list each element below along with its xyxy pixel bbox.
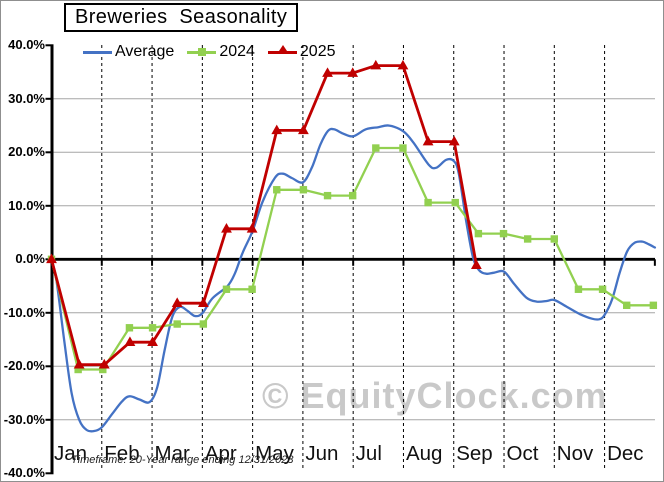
x-tick-label: Jul xyxy=(355,442,382,465)
y-tick-label: 40.0% xyxy=(8,37,45,53)
y-tick-label: -30.0% xyxy=(3,411,45,427)
data-marker-square-2024 xyxy=(399,144,407,152)
data-marker-square-2024 xyxy=(248,285,256,293)
data-marker-square-2024 xyxy=(523,235,532,243)
y-tick-label: 20.0% xyxy=(8,144,45,160)
triangle-marker-swatch-icon xyxy=(267,44,297,54)
legend-label-average: Average xyxy=(115,43,175,60)
data-marker-square-2024 xyxy=(199,320,208,328)
y-tick-label: 10.0% xyxy=(8,197,45,213)
y-tick-label: -20.0% xyxy=(3,358,45,374)
data-marker-square-2024 xyxy=(372,144,380,152)
legend-item-average: Average xyxy=(83,43,174,61)
data-marker-square-2024 xyxy=(623,301,631,310)
data-marker-triangle-2025 xyxy=(271,124,283,135)
legend-item-2025: 2025 xyxy=(267,43,336,61)
data-marker-square-2024 xyxy=(222,285,231,293)
square-marker-swatch-icon xyxy=(187,47,217,56)
data-marker-triangle-2025 xyxy=(147,336,158,347)
y-tick-label: -10.0% xyxy=(3,304,45,320)
data-marker-square-2024 xyxy=(348,191,357,200)
x-tick-label: Nov xyxy=(556,442,594,465)
data-marker-triangle-2025 xyxy=(73,358,85,369)
data-marker-square-2024 xyxy=(598,285,607,293)
data-marker-square-2024 xyxy=(474,229,483,238)
data-marker-square-2024 xyxy=(574,285,583,293)
data-marker-square-2024 xyxy=(173,320,181,328)
y-tick-label: 30.0% xyxy=(8,90,45,106)
x-tick-label: Mar xyxy=(154,442,190,465)
data-marker-triangle-2025 xyxy=(448,135,460,146)
x-tick-label: Jun xyxy=(305,442,339,465)
data-marker-triangle-2025 xyxy=(98,358,110,369)
data-marker-triangle-2025 xyxy=(221,223,232,233)
data-marker-triangle-2025 xyxy=(370,59,382,70)
data-marker-triangle-2025 xyxy=(422,135,434,146)
average-line xyxy=(50,124,657,433)
x-tick-label: Aug xyxy=(405,442,443,465)
data-marker-square-2024 xyxy=(99,365,107,374)
square-icon xyxy=(198,47,207,56)
timeframe-note: Timeframe: 20-Year range ending 12/31/20… xyxy=(71,454,294,466)
average-line-swatch-icon xyxy=(83,50,112,54)
legend-label-2024: 2024 xyxy=(219,43,255,60)
data-marker-triangle-2025 xyxy=(197,297,209,307)
data-marker-triangle-2025 xyxy=(46,253,57,264)
data-marker-triangle-2025 xyxy=(171,297,183,307)
data-marker-square-2024 xyxy=(148,324,157,332)
data-marker-triangle-2025 xyxy=(246,223,258,233)
data-marker-triangle-2025 xyxy=(470,259,482,269)
x-tick-label: May xyxy=(255,442,294,465)
legend-label-2025: 2025 xyxy=(299,43,336,60)
series-2025-line xyxy=(50,64,478,367)
x-tick-label: Feb xyxy=(104,442,140,465)
triangle-icon xyxy=(276,44,289,54)
data-marker-square-2024 xyxy=(299,186,308,194)
data-marker-square-2024 xyxy=(74,365,82,374)
legend: Average 2024 2025 xyxy=(83,43,349,61)
data-marker-square-2024 xyxy=(649,301,658,310)
data-marker-square-2024 xyxy=(550,235,558,243)
y-tick-label: -40.0% xyxy=(3,465,45,481)
y-tick-label: 0.0% xyxy=(15,251,45,267)
data-marker-square-2024 xyxy=(451,198,459,207)
data-marker-square-2024 xyxy=(125,324,134,332)
x-tick-label: Sep xyxy=(456,442,493,465)
data-marker-square-2024 xyxy=(499,229,508,238)
x-tick-label: Jan xyxy=(54,442,88,465)
data-marker-triangle-2025 xyxy=(322,67,333,77)
chart-title: Breweries Seasonality xyxy=(64,3,299,32)
x-tick-label: Dec xyxy=(607,442,644,465)
data-marker-triangle-2025 xyxy=(124,336,136,347)
x-tick-label: Apr xyxy=(204,442,237,465)
x-tick-label: Oct xyxy=(506,442,539,465)
data-marker-square-2024 xyxy=(424,198,432,207)
data-marker-square-2024 xyxy=(273,186,281,194)
data-marker-triangle-2025 xyxy=(298,124,309,135)
data-marker-square-2024 xyxy=(323,191,332,200)
legend-item-2024: 2024 xyxy=(187,43,255,61)
data-marker-triangle-2025 xyxy=(397,59,409,70)
data-marker-triangle-2025 xyxy=(347,67,359,77)
